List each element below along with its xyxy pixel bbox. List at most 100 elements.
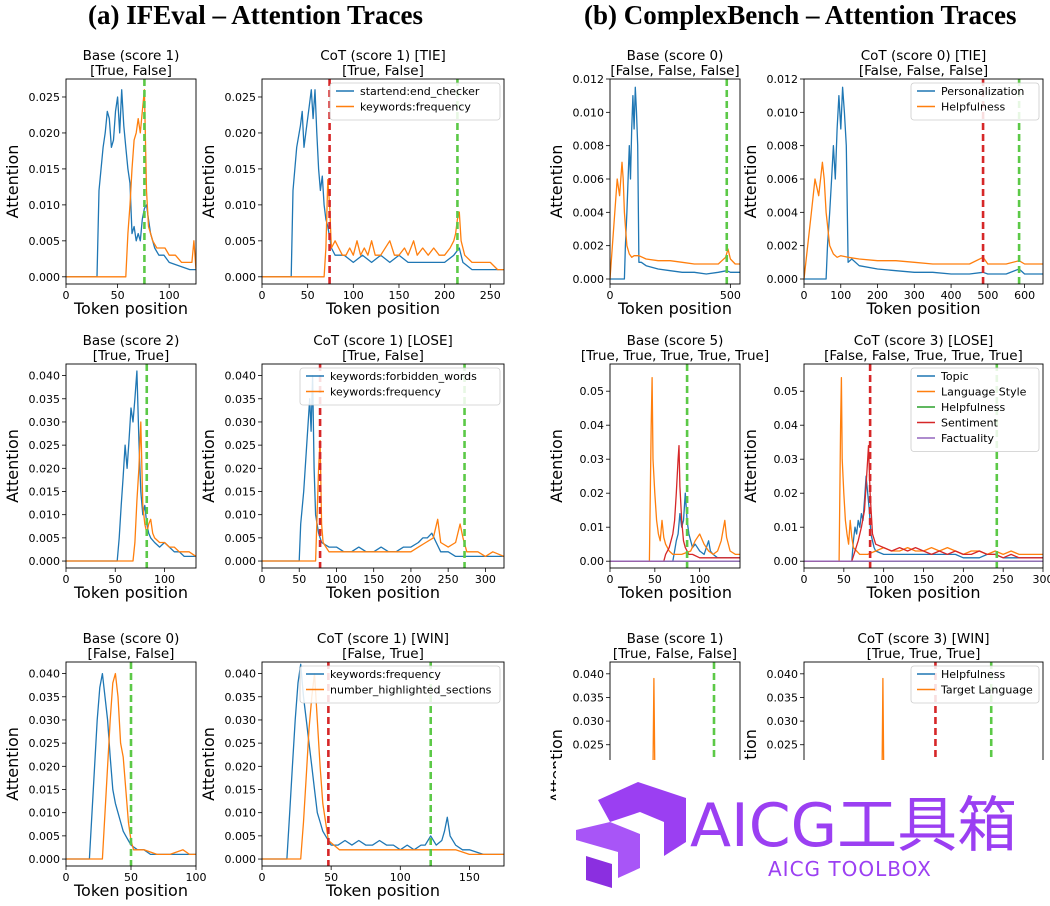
- legend-label: Target Language: [940, 684, 1033, 697]
- y-tick-label: 0.02: [774, 487, 799, 500]
- x-tick-label: 100: [390, 871, 411, 884]
- y-tick-label: 0.025: [29, 439, 61, 452]
- chart-ifeval-row2-base: Base (score 2)[True, True]Token position…: [3, 333, 196, 602]
- chart-complexbench-row2-cot: CoT (score 3) [LOSE][False, False, True,…: [741, 333, 1050, 602]
- chart-title: Base (score 0): [83, 631, 180, 647]
- x-tick-label: 200: [434, 289, 455, 302]
- x-tick-label: 0: [259, 871, 266, 884]
- x-tick-label: 100: [159, 289, 180, 302]
- y-tick-label: 0.00: [580, 555, 605, 568]
- y-tick-label: 0.015: [29, 163, 61, 176]
- y-tick-label: 0.005: [225, 532, 257, 545]
- x-tick-label: 50: [108, 573, 122, 586]
- series-line-series-1: [66, 422, 196, 561]
- y-tick-label: 0.006: [767, 173, 799, 186]
- series-line-series-1: [610, 162, 740, 279]
- y-tick-label: 0.025: [29, 91, 61, 104]
- x-tick-label: 0: [801, 289, 808, 302]
- chart-ifeval-row2-cot: CoT (score 1) [LOSE][True, False]Token p…: [199, 333, 504, 602]
- x-tick-label: 50: [301, 289, 315, 302]
- y-tick-label: 0.030: [29, 416, 61, 429]
- y-tick-label: 0.015: [225, 163, 257, 176]
- y-tick-label: 0.000: [573, 273, 605, 286]
- y-tick-label: 0.005: [29, 830, 61, 843]
- y-tick-label: 0.000: [225, 853, 257, 866]
- x-tick-label: 50: [111, 289, 125, 302]
- y-tick-label: 0.010: [767, 106, 799, 119]
- y-tick-label: 0.025: [767, 739, 799, 752]
- y-tick-label: 0.006: [573, 173, 605, 186]
- chart-subtitle: [True, False, False]: [613, 646, 737, 662]
- y-tick-label: 0.010: [29, 807, 61, 820]
- x-tick-label: 150: [913, 573, 934, 586]
- y-tick-label: 0.035: [29, 691, 61, 704]
- x-tick-label: 500: [720, 289, 741, 302]
- y-tick-label: 0.015: [225, 784, 257, 797]
- y-tick-label: 0.015: [29, 784, 61, 797]
- x-tick-label: 100: [186, 871, 207, 884]
- y-tick-label: 0.040: [573, 668, 605, 681]
- y-tick-label: 0.010: [225, 509, 257, 522]
- y-tick-label: 0.035: [573, 691, 605, 704]
- watermark-subtitle: AICG TOOLBOX: [768, 857, 932, 881]
- chart-complexbench-row1-base: Base (score 0)[False, False, False]Token…: [547, 48, 741, 318]
- y-tick-label: 0.03: [580, 453, 605, 466]
- y-axis-label: Attention: [741, 429, 760, 503]
- y-tick-label: 0.020: [225, 760, 257, 773]
- x-tick-label: 50: [324, 871, 338, 884]
- y-tick-label: 0.025: [225, 737, 257, 750]
- series-line-keywords-frequency: [262, 180, 504, 277]
- chart-subtitle: [False, False]: [88, 646, 175, 662]
- x-tick-label: 400: [941, 289, 962, 302]
- chart-title: CoT (score 1) [LOSE]: [313, 333, 453, 349]
- y-tick-label: 0.012: [573, 73, 605, 86]
- x-tick-label: 0: [801, 573, 808, 586]
- x-tick-label: 150: [459, 871, 480, 884]
- legend: keywords:forbidden_wordskeywords:frequen…: [300, 368, 500, 405]
- x-tick-label: 50: [292, 573, 306, 586]
- y-tick-label: 0.030: [767, 715, 799, 728]
- legend-label: Personalization: [941, 85, 1024, 98]
- x-tick-label: 300: [1033, 573, 1050, 586]
- y-tick-label: 0.030: [573, 715, 605, 728]
- y-axis-label: Attention: [547, 145, 566, 219]
- y-tick-label: 0.040: [767, 668, 799, 681]
- y-tick-label: 0.040: [225, 370, 257, 383]
- chart-subtitle: [False, False, False]: [610, 63, 739, 79]
- x-tick-label: 300: [475, 573, 496, 586]
- x-tick-label: 600: [1014, 289, 1035, 302]
- y-tick-label: 0.025: [225, 439, 257, 452]
- y-tick-label: 0.020: [225, 462, 257, 475]
- y-tick-label: 0.02: [580, 487, 605, 500]
- chart-title: CoT (score 0) [TIE]: [861, 48, 987, 64]
- chart-subtitle: [True, True, True]: [867, 646, 981, 662]
- series-line-series-1: [610, 378, 740, 562]
- y-tick-label: 0.040: [225, 668, 257, 681]
- x-tick-label: 0: [607, 289, 614, 302]
- series-line-series-1: [66, 90, 196, 277]
- x-tick-label: 150: [388, 289, 409, 302]
- x-tick-label: 50: [124, 871, 138, 884]
- x-tick-label: 0: [607, 573, 614, 586]
- y-tick-label: 0.010: [29, 199, 61, 212]
- y-tick-label: 0.020: [29, 760, 61, 773]
- y-tick-label: 0.025: [573, 739, 605, 752]
- chart-title: CoT (score 1) [WIN]: [317, 631, 449, 647]
- chart-ifeval-row3-base: Base (score 0)[False, False]Token positi…: [3, 631, 207, 900]
- chart-title: CoT (score 1) [TIE]: [320, 48, 446, 64]
- y-tick-label: 0.002: [573, 240, 605, 253]
- x-tick-label: 100: [873, 573, 894, 586]
- x-tick-label: 100: [343, 289, 364, 302]
- y-tick-label: 0.01: [774, 521, 799, 534]
- x-tick-label: 0: [63, 871, 70, 884]
- y-axis-label: Attention: [741, 145, 760, 219]
- y-axis-label: Attention: [3, 429, 22, 503]
- watermark-logo-icon: AICG工具箱 AICG TOOLBOX: [556, 760, 1050, 902]
- legend-label: keywords:frequency: [330, 386, 441, 399]
- y-tick-label: 0.05: [580, 385, 605, 398]
- chart-title: Base (score 1): [83, 48, 180, 64]
- x-tick-label: 200: [867, 289, 888, 302]
